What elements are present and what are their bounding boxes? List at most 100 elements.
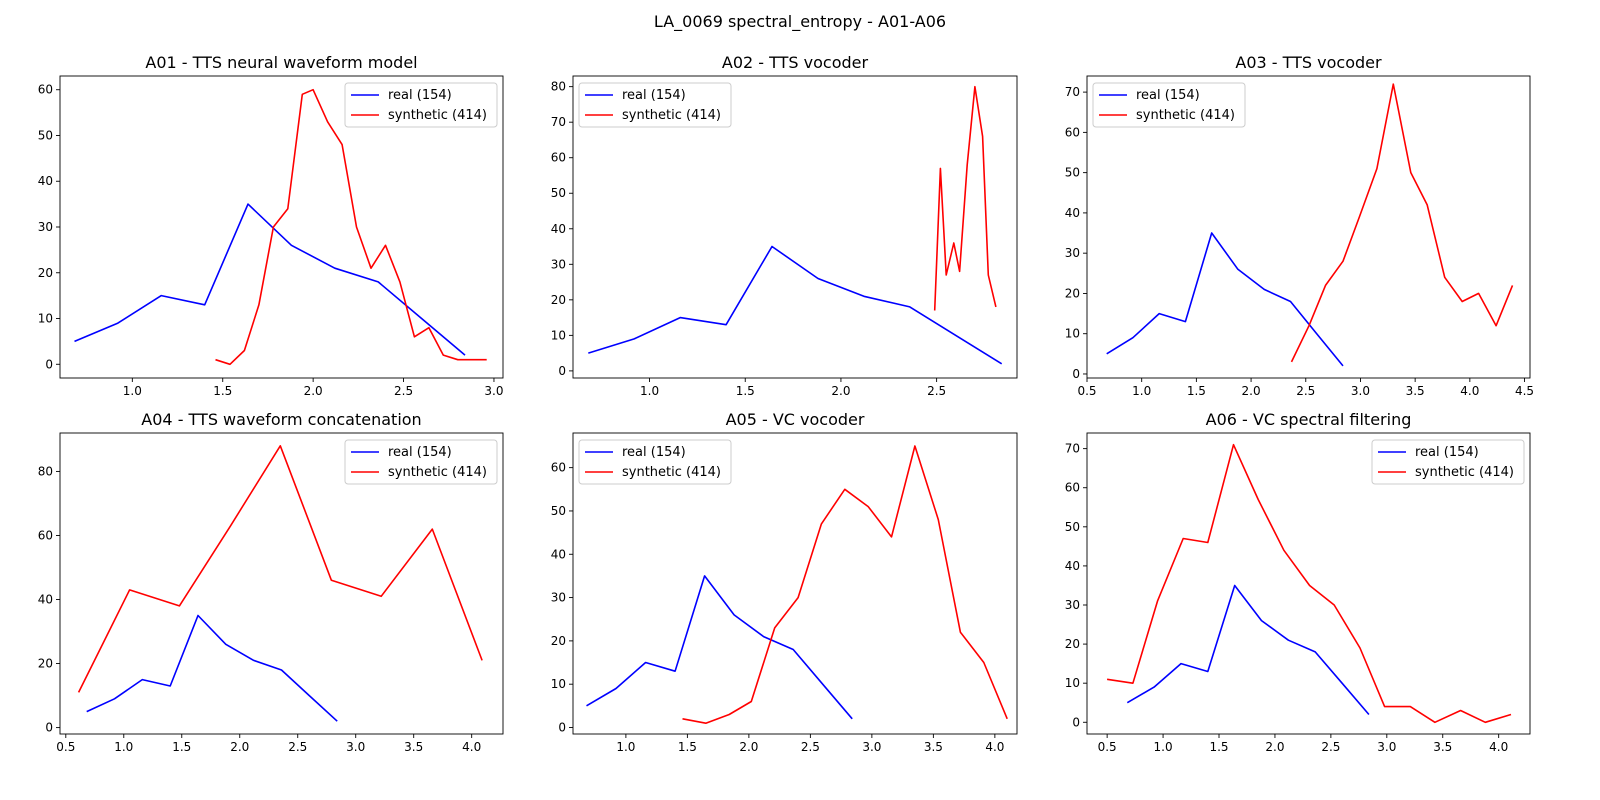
x-tick-label: 1.5 xyxy=(172,740,191,754)
legend-label-real: real (154) xyxy=(388,445,452,460)
real-series-line xyxy=(86,614,338,722)
legend-box xyxy=(1371,439,1525,485)
real-series-line xyxy=(586,575,853,720)
y-tick-label: 20 xyxy=(38,266,53,280)
legend: real (154) synthetic (414) xyxy=(578,82,732,128)
y-tick-label: 80 xyxy=(551,80,566,94)
x-tick-label: 1.0 xyxy=(616,740,635,754)
chart-title: A03 - TTS vocoder xyxy=(1235,53,1382,72)
x-tick-label: 4.0 xyxy=(1489,740,1508,754)
plot-frame xyxy=(1086,432,1531,735)
legend-label-real: real (154) xyxy=(388,88,452,103)
y-tick-label: 50 xyxy=(1065,520,1080,534)
chart-panel-2: A02 - TTS vocoder 1.0 1.5 2.0 2.5 0 10 20 30 40 50… xyxy=(551,53,1018,398)
x-tick-label: 3.0 xyxy=(346,740,365,754)
plot-frame xyxy=(572,75,1018,379)
real-series-line xyxy=(1126,584,1370,716)
y-tick-label: 40 xyxy=(1065,206,1080,220)
chart-title: A06 - VC spectral filtering xyxy=(1206,410,1412,429)
x-tick-label: 2.5 xyxy=(927,384,946,398)
x-tick-label: 2.5 xyxy=(1321,740,1340,754)
y-tick-label: 0 xyxy=(558,364,566,378)
chart-panel-4: A04 - TTS waveform concatenation 0.5 1.0 1.… xyxy=(38,410,504,754)
legend: real (154) synthetic (414) xyxy=(344,82,498,128)
x-tick-label: 3.5 xyxy=(924,740,943,754)
y-tick-label: 20 xyxy=(1065,286,1080,300)
y-tick-label: 80 xyxy=(38,464,53,478)
legend-label-real: real (154) xyxy=(622,445,686,460)
x-tick-label: 1.5 xyxy=(736,384,755,398)
y-tick-label: 50 xyxy=(551,504,566,518)
x-tick-label: 4.5 xyxy=(1515,384,1534,398)
y-tick-label: 20 xyxy=(1065,637,1080,651)
y-tick-label: 50 xyxy=(1065,166,1080,180)
legend-label-synthetic: synthetic (414) xyxy=(622,465,721,480)
x-tick-label: 2.0 xyxy=(1265,740,1284,754)
y-tick-label: 60 xyxy=(38,528,53,542)
x-tick-label: 1.5 xyxy=(213,384,232,398)
x-tick-label: 2.0 xyxy=(1242,384,1261,398)
x-tick-label: 3.5 xyxy=(1433,740,1452,754)
legend-label-synthetic: synthetic (414) xyxy=(622,108,721,123)
y-tick-label: 40 xyxy=(551,547,566,561)
x-tick-label: 1.0 xyxy=(1132,384,1151,398)
x-tick-label: 1.5 xyxy=(678,740,697,754)
legend-label-real: real (154) xyxy=(1415,445,1479,460)
synthetic-series-line xyxy=(215,88,487,366)
y-tick-label: 30 xyxy=(1065,598,1080,612)
y-tick-label: 60 xyxy=(1065,125,1080,139)
x-tick-label: 3.0 xyxy=(1377,740,1396,754)
x-tick-label: 1.5 xyxy=(1187,384,1206,398)
y-tick-label: 30 xyxy=(551,257,566,271)
chart-title: A04 - TTS waveform concatenation xyxy=(141,410,421,429)
y-tick-label: 0 xyxy=(45,357,53,371)
y-tick-label: 0 xyxy=(1072,715,1080,729)
x-tick-label: 2.0 xyxy=(831,384,850,398)
plot-frame xyxy=(59,432,504,735)
y-tick-label: 10 xyxy=(551,677,566,691)
y-tick-label: 40 xyxy=(1065,559,1080,573)
y-tick-label: 30 xyxy=(38,220,53,234)
real-series-line xyxy=(1106,232,1344,367)
chart-panel-6: A06 - VC spectral filtering 0.5 1.0 1.5 2.0 2… xyxy=(1065,410,1531,754)
legend: real (154) synthetic (414) xyxy=(578,439,732,485)
x-tick-label: 4.0 xyxy=(985,740,1004,754)
x-tick-label: 2.5 xyxy=(394,384,413,398)
x-tick-label: 0.5 xyxy=(56,740,75,754)
y-tick-label: 40 xyxy=(38,593,53,607)
y-tick-label: 0 xyxy=(1072,367,1080,381)
chart-panel-3: A03 - TTS vocoder 0.5 1.0 1.5 2.0 2.5 3.0 3.5 4.… xyxy=(1065,53,1534,398)
synthetic-series-line xyxy=(1106,443,1512,724)
x-tick-label: 0.5 xyxy=(1098,740,1117,754)
y-tick-label: 0 xyxy=(558,721,566,735)
legend-box xyxy=(578,82,732,128)
chart-panel-5: A05 - VC vocoder 1.0 1.5 2.0 2.5 3.0 3.5 4.0 0 10… xyxy=(551,410,1018,754)
legend-label-real: real (154) xyxy=(622,88,686,103)
legend-box xyxy=(344,439,498,485)
x-tick-label: 0.5 xyxy=(1077,384,1096,398)
figure-title: LA_0069 spectral_entropy - A01-A06 xyxy=(653,12,947,31)
x-tick-label: 3.0 xyxy=(862,740,881,754)
legend: real (154) synthetic (414) xyxy=(344,439,498,485)
y-tick-label: 10 xyxy=(1065,676,1080,690)
x-tick-label: 3.5 xyxy=(404,740,423,754)
legend: real (154) synthetic (414) xyxy=(1092,82,1246,128)
synthetic-series-line xyxy=(933,85,997,311)
x-tick-label: 3.0 xyxy=(484,384,503,398)
synthetic-series-line xyxy=(1290,83,1514,363)
y-tick-label: 40 xyxy=(38,174,53,188)
y-tick-label: 60 xyxy=(551,461,566,475)
y-tick-label: 60 xyxy=(551,151,566,165)
y-tick-label: 60 xyxy=(38,83,53,97)
plot-frame xyxy=(572,432,1018,735)
y-tick-label: 70 xyxy=(1065,85,1080,99)
legend-box xyxy=(344,82,498,128)
x-tick-label: 2.5 xyxy=(1296,384,1315,398)
x-tick-label: 1.0 xyxy=(123,384,142,398)
x-tick-label: 2.0 xyxy=(739,740,758,754)
x-tick-label: 2.5 xyxy=(801,740,820,754)
y-tick-label: 20 xyxy=(38,657,53,671)
real-series-line xyxy=(74,203,466,356)
y-tick-label: 50 xyxy=(38,128,53,142)
